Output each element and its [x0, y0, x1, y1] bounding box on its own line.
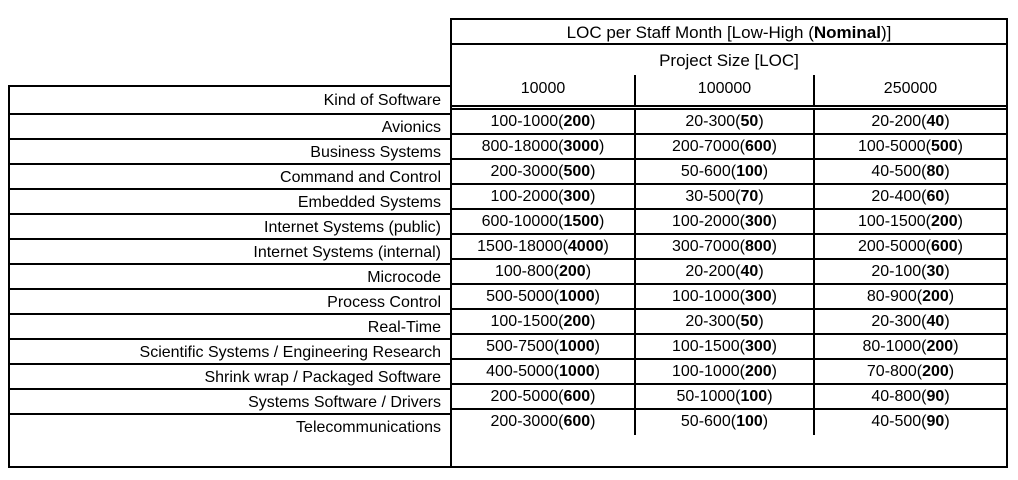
- value-cell: 100-5000(500): [858, 138, 963, 155]
- row-label: Embedded Systems: [10, 190, 450, 215]
- row-label: Microcode: [10, 265, 450, 290]
- table-row: 200-3000(600) 50-600(100) 40-500(90): [452, 410, 1006, 435]
- value-cell: 100-1500(200): [490, 313, 596, 330]
- table-title-prefix: LOC per Staff Month [Low-High (: [566, 23, 814, 42]
- row-label: Internet Systems (internal): [10, 240, 450, 265]
- project-size-header: Project Size [LOC] 10000 100000 250000: [452, 45, 1006, 110]
- size-column-250000: 250000: [883, 80, 938, 97]
- value-cell: 20-300(40): [871, 313, 950, 330]
- row-label: Business Systems: [10, 140, 450, 165]
- row-label: Internet Systems (public): [10, 215, 450, 240]
- table-row: 100-800(200) 20-200(40) 20-100(30): [452, 260, 1006, 285]
- row-label: Scientific Systems / Engineering Researc…: [10, 340, 450, 365]
- value-cell: 100-1000(200): [634, 360, 815, 383]
- data-rows: 100-1000(200) 20-300(50) 20-200(40) 800-180…: [452, 110, 1006, 435]
- value-cell: 200-3000(600): [490, 413, 596, 430]
- table-row: 200-5000(600) 50-1000(100) 40-800(90): [452, 385, 1006, 410]
- kind-rows: Avionics Business Systems Command and Cont…: [10, 115, 450, 440]
- table-row: 100-1000(200) 20-300(50) 20-200(40): [452, 110, 1006, 135]
- value-cell: 400-5000(1000): [486, 363, 600, 380]
- kind-of-software-column: Kind of Software Avionics Business System…: [8, 85, 452, 468]
- value-cell: 200-7000(600): [634, 135, 815, 158]
- row-label: Shrink wrap / Packaged Software: [10, 365, 450, 390]
- value-cell: 200-5000(600): [858, 238, 963, 255]
- table-title: LOC per Staff Month [Low-High (Nominal)]: [452, 20, 1006, 45]
- table-row: 600-10000(1500) 100-2000(300) 100-1500(200…: [452, 210, 1006, 235]
- data-section: LOC per Staff Month [Low-High (Nominal)]…: [450, 18, 1008, 468]
- value-cell: 20-300(50): [634, 310, 815, 333]
- value-cell: 200-3000(500): [490, 163, 596, 180]
- value-cell: 40-500(80): [871, 163, 950, 180]
- table-title-suffix: )]: [880, 23, 892, 42]
- table-row: 100-2000(300) 30-500(70) 20-400(60): [452, 185, 1006, 210]
- value-cell: 40-500(90): [871, 413, 950, 430]
- value-cell: 50-1000(100): [634, 385, 815, 408]
- size-column-100000: 100000: [634, 75, 815, 105]
- table-row: 100-1500(200) 20-300(50) 20-300(40): [452, 310, 1006, 335]
- value-cell: 300-7000(800): [634, 235, 815, 258]
- row-label: Real-Time: [10, 315, 450, 340]
- value-cell: 80-900(200): [866, 288, 955, 305]
- value-cell: 50-600(100): [634, 160, 815, 183]
- value-cell: 100-2000(300): [634, 210, 815, 233]
- value-cell: 20-200(40): [634, 260, 815, 283]
- value-cell: 500-5000(1000): [486, 288, 600, 305]
- value-cell: 800-18000(3000): [481, 138, 605, 155]
- value-cell: 500-7500(1000): [486, 338, 600, 355]
- project-size-label: Project Size [LOC]: [659, 51, 799, 70]
- table-row: 1500-18000(4000) 300-7000(800) 200-5000(60…: [452, 235, 1006, 260]
- value-cell: 100-1500(200): [858, 213, 963, 230]
- row-label: Command and Control: [10, 165, 450, 190]
- value-cell: 200-5000(600): [490, 388, 596, 405]
- value-cell: 30-500(70): [634, 185, 815, 208]
- row-label: Avionics: [10, 115, 450, 140]
- value-cell: 100-800(200): [494, 263, 592, 280]
- row-label: Telecommunications: [296, 419, 441, 436]
- value-cell: 100-1000(200): [490, 113, 596, 130]
- value-cell: 100-1000(300): [634, 285, 815, 308]
- size-column-headers: 10000 100000 250000: [452, 75, 1006, 105]
- value-cell: 100-1500(300): [634, 335, 815, 358]
- table-row: 500-7500(1000) 100-1500(300) 80-1000(200): [452, 335, 1006, 360]
- value-cell: 20-200(40): [871, 113, 950, 130]
- value-cell: 20-400(60): [871, 188, 950, 205]
- value-cell: 1500-18000(4000): [477, 238, 609, 255]
- value-cell: 20-100(30): [871, 263, 950, 280]
- table-row: 500-5000(1000) 100-1000(300) 80-900(200): [452, 285, 1006, 310]
- row-label: Systems Software / Drivers: [10, 390, 450, 415]
- value-cell: 40-800(90): [871, 388, 950, 405]
- value-cell: 70-800(200): [866, 363, 955, 380]
- table-title-nominal: Nominal: [813, 23, 881, 42]
- value-cell: 20-300(50): [634, 110, 815, 133]
- value-cell: 80-1000(200): [862, 338, 959, 355]
- size-column-10000: 10000: [520, 80, 566, 97]
- table-row: 800-18000(3000) 200-7000(600) 100-5000(500…: [452, 135, 1006, 160]
- table-row: 400-5000(1000) 100-1000(200) 70-800(200): [452, 360, 1006, 385]
- value-cell: 600-10000(1500): [481, 213, 605, 230]
- value-cell: 50-600(100): [634, 410, 815, 435]
- table-row: 200-3000(500) 50-600(100) 40-500(80): [452, 160, 1006, 185]
- kind-of-software-header: Kind of Software: [10, 87, 450, 115]
- value-cell: 100-2000(300): [490, 188, 596, 205]
- row-label: Process Control: [10, 290, 450, 315]
